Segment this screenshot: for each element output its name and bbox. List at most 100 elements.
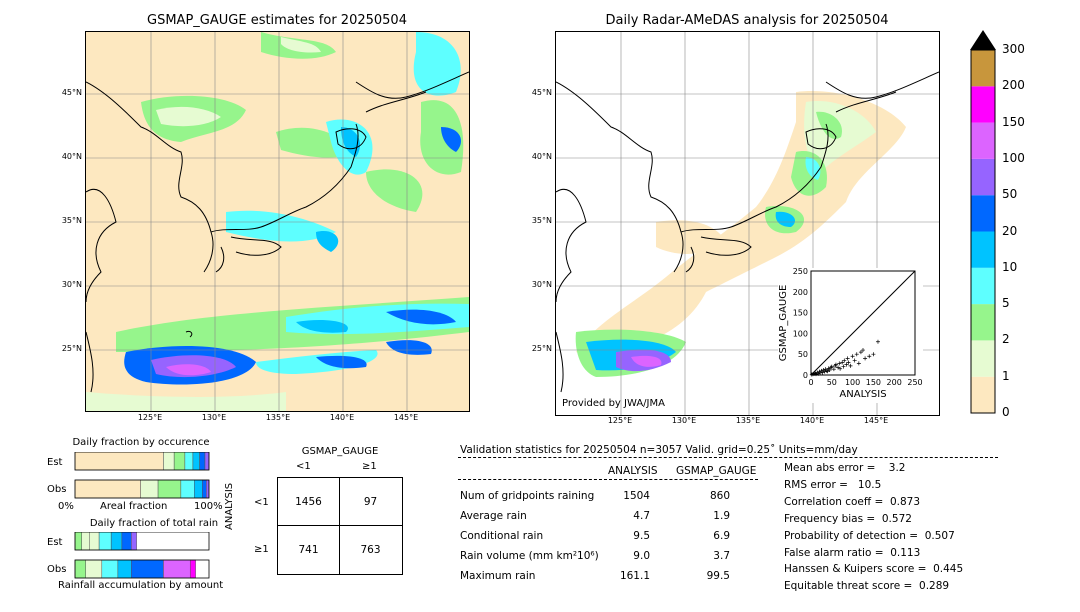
occurrence-bar-1-segment-3 bbox=[180, 479, 195, 499]
validation-row-gsmap-3: 3.7 bbox=[713, 550, 730, 562]
map1-lat-label-3: 30°N bbox=[531, 280, 552, 289]
total-rain-bar-0-segment-6 bbox=[131, 532, 137, 551]
scatter-point bbox=[831, 367, 836, 372]
colorbar-segment-0 bbox=[971, 376, 995, 413]
total-rain-row-est-label: Est bbox=[47, 537, 63, 548]
validation-col-analysis: ANALYSIS bbox=[608, 465, 658, 477]
scatter-point bbox=[820, 370, 825, 375]
colorbar-segment-2 bbox=[971, 304, 995, 341]
validation-score-0: Mean abs error = 3.2 bbox=[784, 462, 906, 474]
right-map-plot bbox=[556, 32, 939, 415]
map0-lat-label-4: 25°N bbox=[61, 344, 82, 353]
scatter-point bbox=[841, 364, 846, 369]
scatter-point bbox=[844, 362, 849, 367]
colorbar-tick-8: 150 bbox=[1002, 114, 1025, 129]
colorbar-segment-3 bbox=[971, 267, 995, 305]
occurrence-bar-0-segment-4 bbox=[192, 452, 200, 471]
scatter-plot: 00 50 50 100 100 150 150 200 200 250 250 ANALYSIS GS… bbox=[778, 267, 923, 400]
validation-score-7: Equitable threat score = 0.289 bbox=[784, 580, 950, 593]
validation-header: Validation statistics for 20250504 n=305… bbox=[460, 444, 858, 456]
scatter-point bbox=[846, 360, 851, 365]
contingency-cell-c: 741 bbox=[298, 544, 319, 556]
scatter-xtick-3: 150 bbox=[866, 378, 881, 387]
map1-lon-label-1: 130°E bbox=[671, 416, 697, 425]
colorbar-tick-1: 1 bbox=[1002, 368, 1010, 383]
scatter-point bbox=[845, 356, 850, 361]
colorbar-segment-1 bbox=[971, 340, 995, 377]
total-rain-row-obs-label: Obs bbox=[47, 564, 67, 575]
validation-score-2: Correlation coeff = 0.873 bbox=[784, 495, 920, 508]
scatter-xlabel: ANALYSIS bbox=[839, 389, 886, 400]
validation-row-analysis-2: 9.5 bbox=[633, 530, 650, 542]
map1-lon-label-4: 145°E bbox=[863, 416, 889, 425]
scatter-point bbox=[829, 364, 834, 369]
total-rain-bar-0-segment-3 bbox=[98, 532, 112, 551]
scatter-xtick-5: 250 bbox=[907, 378, 922, 387]
colorbar-segment-5 bbox=[971, 195, 995, 232]
map0-lon-label-2: 135°E bbox=[265, 413, 291, 422]
validation-row-label-2: Conditional rain bbox=[460, 530, 544, 542]
map1-lon-label-2: 135°E bbox=[735, 416, 761, 425]
scatter-diagonal bbox=[810, 270, 916, 376]
validation-row-analysis-1: 4.7 bbox=[633, 510, 650, 522]
map0-lon-label-0: 125°E bbox=[137, 413, 163, 422]
scatter-point bbox=[842, 358, 847, 363]
validation-row-label-3: Rain volume (mm km²10⁶) bbox=[460, 550, 599, 562]
scatter-ytick-1: 50 bbox=[798, 350, 808, 359]
validation-score-1: RMS error = 10.5 bbox=[784, 478, 882, 491]
map1-lat-label-2: 35°N bbox=[531, 216, 552, 225]
map1-lat-label-4: 25°N bbox=[531, 344, 552, 353]
total-rain-bar-1-border bbox=[74, 559, 210, 579]
validation-divider bbox=[458, 457, 998, 458]
scatter-ytick-0: 0 bbox=[803, 371, 808, 380]
total-rain-bar-1-segment-6 bbox=[189, 559, 196, 579]
contingency-col-label-ge1: ≥1 bbox=[362, 461, 377, 472]
contingency-cell-d: 763 bbox=[360, 544, 381, 556]
colorbar-border bbox=[970, 49, 996, 414]
scatter-xtick-4: 200 bbox=[887, 378, 902, 387]
occurrence-bar-1-segment-0 bbox=[74, 479, 141, 499]
total-rain-bar-0-segment-4 bbox=[110, 532, 123, 551]
occurrence-bar-1-border bbox=[74, 479, 210, 499]
total-rain-bar-0-segment-5 bbox=[121, 532, 132, 551]
occurrence-bars bbox=[74, 452, 210, 499]
colorbar-tick-4: 10 bbox=[1002, 259, 1018, 274]
occurrence-bar-0-segment-2 bbox=[173, 452, 186, 471]
scatter-point bbox=[852, 358, 857, 363]
map1-lon-label-0: 125°E bbox=[607, 416, 633, 425]
map1-lon-label-3: 140°E bbox=[799, 416, 825, 425]
scatter-point bbox=[867, 354, 872, 359]
total-rain-bar-1-segment-3 bbox=[117, 559, 132, 579]
colorbar-segment-7 bbox=[971, 122, 995, 159]
contingency-table: 1456 97 741 763 bbox=[277, 477, 403, 575]
occurrence-bar-1-segment-6 bbox=[206, 479, 210, 499]
total-rain-bar-1-segment-0 bbox=[74, 559, 86, 579]
left-map-plot bbox=[86, 32, 469, 411]
scatter-point bbox=[837, 361, 842, 366]
colorbar-tick-10: 300 bbox=[1002, 42, 1025, 56]
total-rain-bar-1-segment-1 bbox=[85, 559, 103, 579]
scatter-xtick-2: 100 bbox=[845, 378, 860, 387]
map0-lat-label-2: 35°N bbox=[61, 216, 82, 225]
scatter-point bbox=[858, 350, 863, 355]
scatter-point bbox=[828, 365, 833, 370]
total-rain-bar-1-segment-4 bbox=[131, 559, 164, 579]
total-rain-bars bbox=[74, 532, 210, 579]
occurrence-row-est-label: Est bbox=[47, 457, 63, 468]
map1-lat-label-0: 45°N bbox=[531, 88, 552, 97]
occurrence-axis-left: 0% bbox=[58, 501, 74, 512]
total-rain-bar-0-segment-1 bbox=[81, 532, 90, 551]
scatter-point bbox=[822, 369, 827, 374]
colorbar-tick-6: 50 bbox=[1002, 187, 1018, 202]
right-rain-field bbox=[575, 91, 906, 377]
right-coastline bbox=[556, 71, 939, 393]
left-map-title: GSMAP_GAUGE estimates for 20250504 bbox=[147, 13, 407, 28]
scatter-point bbox=[861, 348, 865, 353]
colorbar-segment-4 bbox=[971, 231, 995, 268]
validation-row-label-4: Maximum rain bbox=[460, 570, 536, 582]
occurrence-row-obs-label: Obs bbox=[47, 484, 67, 495]
scatter-ytick-2: 100 bbox=[793, 329, 808, 338]
validation-row-analysis-4: 161.1 bbox=[619, 570, 650, 582]
scatter-xtick-1: 50 bbox=[827, 378, 837, 387]
total-rain-bar-0-segment-2 bbox=[89, 532, 100, 551]
